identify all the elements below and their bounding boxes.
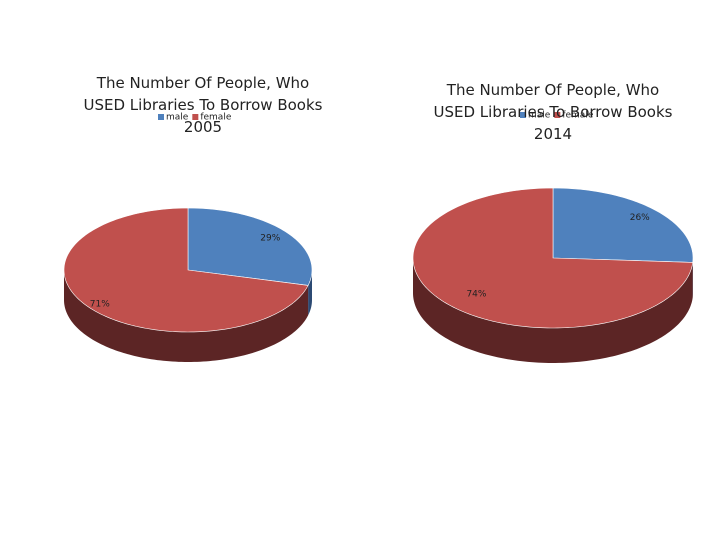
pie-side [308, 270, 312, 316]
legend-swatch [520, 112, 526, 118]
legend-swatch [554, 112, 561, 118]
data-label: 26% [630, 213, 650, 223]
legend-label: male [528, 111, 551, 121]
chart-title: The Number Of People, Who USED Libraries… [433, 81, 673, 143]
pie-side [413, 258, 693, 363]
pie-slice [552, 187, 694, 263]
legend-label: male [166, 113, 189, 123]
pie-slice [63, 207, 309, 333]
legend-swatch [158, 114, 164, 120]
chart-title: The Number Of People, Who USED Libraries… [83, 74, 323, 136]
legend-label: female [200, 113, 231, 123]
data-label: 29% [260, 234, 280, 244]
pie-slice [412, 187, 694, 329]
legend-swatch [192, 114, 199, 120]
pie-side [64, 270, 309, 362]
data-label: 71% [90, 300, 110, 310]
legend-label: female [562, 111, 593, 121]
data-label: 74% [466, 289, 486, 299]
pie-slice [187, 207, 313, 286]
